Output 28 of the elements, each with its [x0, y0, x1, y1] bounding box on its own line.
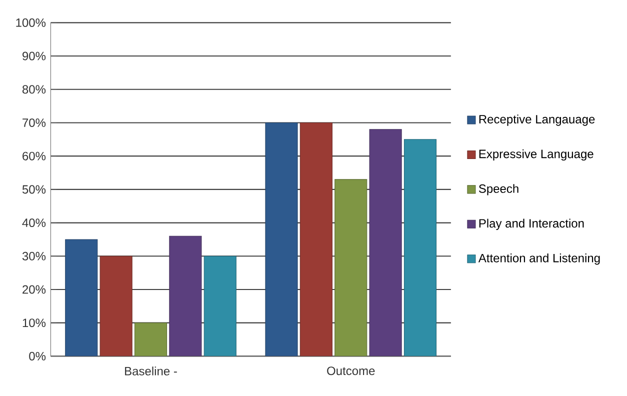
bar: [65, 239, 98, 356]
legend-label: Speech: [478, 184, 518, 196]
bar: [134, 322, 168, 356]
bar: [169, 236, 202, 356]
legend-label: Play and Interaction: [479, 218, 584, 230]
y-tick-label: 30%: [22, 252, 46, 260]
bar: [369, 129, 402, 356]
bar: [334, 179, 368, 356]
y-tick-label: 100%: [16, 18, 46, 27]
x-tick-label: Baseline -: [125, 366, 177, 376]
y-tick-label: 80%: [22, 85, 46, 94]
bar: [265, 122, 298, 356]
legend-label: Attention and Listening: [478, 253, 600, 265]
legend-label: Expressive Language: [479, 149, 594, 160]
y-tick-label: 0%: [29, 352, 46, 360]
legend-label: Receptive Langauage: [479, 114, 595, 126]
y-tick-label: 10%: [22, 318, 46, 327]
y-tick-label: 40%: [22, 218, 46, 227]
y-tick-label: 60%: [22, 152, 46, 160]
bar: [300, 122, 332, 356]
bar: [204, 256, 236, 356]
bar: [404, 139, 437, 356]
y-tick-label: 50%: [22, 185, 46, 194]
y-tick-label: 70%: [22, 118, 46, 127]
x-tick-label: Outcome: [327, 366, 375, 376]
y-tick-label: 20%: [22, 285, 46, 294]
bar: [100, 256, 132, 356]
y-tick-label: 90%: [22, 52, 46, 60]
